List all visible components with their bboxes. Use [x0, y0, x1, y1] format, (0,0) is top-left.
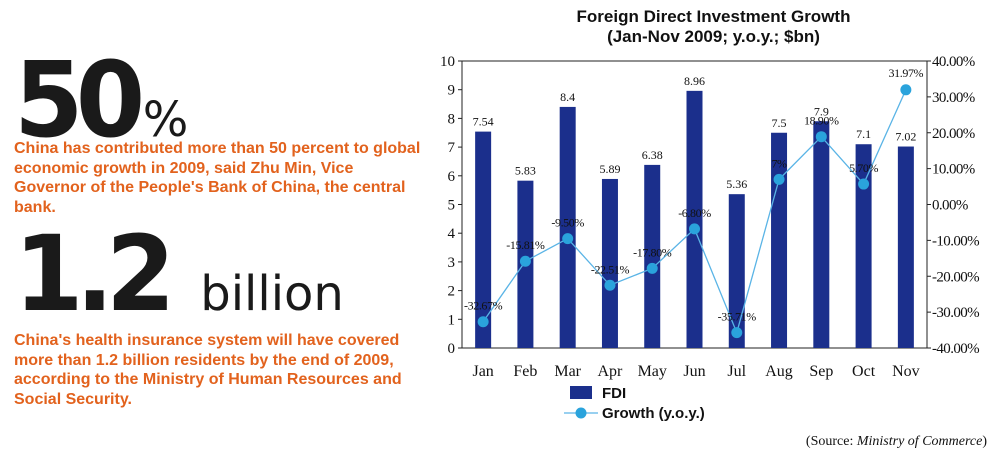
left-tick-label: 8 — [448, 111, 456, 127]
stat-billion: 1.2 billion — [14, 222, 344, 326]
fdi-bar-label: 7.54 — [473, 115, 494, 129]
growth-label: 7% — [771, 156, 787, 170]
legend-growth-marker — [575, 407, 587, 419]
fdi-bar-label: 7.02 — [895, 130, 916, 144]
growth-point — [562, 233, 574, 245]
x-tick-label: Aug — [765, 363, 793, 380]
right-tick-label: -10.00% — [932, 233, 979, 249]
fdi-bar — [475, 131, 492, 348]
growth-point — [689, 223, 700, 235]
stat-percent-number: 50 — [14, 39, 145, 161]
growth-point — [731, 327, 743, 339]
growth-point — [604, 279, 616, 291]
left-tick-label: 7 — [448, 140, 456, 156]
x-tick-label: Jan — [472, 363, 493, 380]
fdi-bar-label: 7.1 — [856, 127, 871, 141]
growth-point — [773, 173, 785, 185]
growth-point — [900, 84, 912, 96]
growth-label: 18.90% — [804, 114, 839, 128]
chart-title-block: Foreign Direct Investment Growth (Jan-No… — [430, 7, 997, 47]
left-tick-label: 6 — [448, 169, 456, 185]
source-prefix: (Source: — [805, 434, 857, 449]
x-tick-label: Apr — [598, 363, 624, 380]
x-tick-label: May — [638, 363, 667, 380]
right-tick-label: -30.00% — [932, 305, 979, 321]
growth-point — [477, 316, 489, 328]
x-tick-label: Jun — [683, 363, 705, 380]
growth-label: 5.70% — [849, 161, 878, 175]
fdi-bar-label: 5.83 — [515, 164, 536, 178]
fdi-bar — [728, 194, 745, 348]
fdi-bar — [771, 132, 788, 348]
growth-point — [815, 131, 827, 143]
source-name: Ministry of Commerce — [856, 434, 983, 449]
x-tick-label: Jul — [727, 363, 746, 380]
fdi-bar-label: 5.89 — [599, 162, 620, 176]
right-tick-label: -40.00% — [932, 341, 979, 357]
growth-point — [646, 262, 658, 274]
fdi-bar — [855, 144, 872, 348]
stat-billion-unit: billion — [200, 266, 344, 322]
stat-percent-unit: % — [142, 92, 189, 148]
growth-label: -35.71% — [718, 310, 757, 324]
fdi-bar-label: 6.38 — [642, 148, 663, 162]
fdi-bar — [559, 106, 576, 348]
growth-label: -9.50% — [551, 216, 584, 230]
left-tick-label: 3 — [448, 255, 456, 271]
stat-billion-description: China's health insurance system will hav… — [14, 332, 402, 408]
x-tick-label: Oct — [852, 363, 876, 380]
fdi-bar-label: 8.96 — [684, 74, 705, 88]
growth-label: -17.80% — [633, 245, 672, 259]
fdi-bar — [686, 90, 703, 349]
right-tick-label: 40.00% — [932, 54, 975, 70]
left-tick-label: 4 — [448, 226, 456, 242]
stat-billion-number: 1.2 — [14, 213, 176, 335]
fdi-bar-label: 5.36 — [726, 177, 747, 191]
fdi-bar-label: 8.4 — [560, 90, 575, 104]
fdi-bar — [813, 121, 830, 349]
fdi-bar-label: 7.9 — [814, 104, 829, 118]
right-tick-label: 30.00% — [932, 90, 975, 106]
left-tick-label: 5 — [448, 198, 456, 214]
fdi-bar — [897, 146, 914, 348]
x-tick-label: Feb — [513, 363, 537, 380]
left-tick-label: 0 — [448, 341, 456, 357]
growth-label: 31.97% — [889, 66, 924, 80]
legend-fdi-swatch — [570, 386, 592, 399]
chart-title: Foreign Direct Investment Growth — [576, 7, 851, 26]
growth-label: -15.81% — [506, 238, 545, 252]
x-tick-label: Nov — [892, 363, 920, 380]
fdi-bar — [601, 178, 618, 348]
chart-panel: Foreign Direct Investment Growth (Jan-No… — [430, 0, 997, 460]
stats-panel: 50% China has contributed more than 50 p… — [0, 0, 430, 460]
growth-point — [519, 255, 531, 267]
stat-percent: 50% — [14, 48, 188, 152]
fdi-chart: 0 1 2 3 4 5 6 7 8 9 10 -40.00% -30.00% -20.00% -10.00%… — [440, 54, 980, 422]
legend-growth-label: Growth (y.o.y.) — [602, 405, 705, 422]
growth-label: -22.51% — [591, 262, 630, 276]
stat-percent-description: China has contributed more than 50 perce… — [14, 140, 421, 216]
source-suffix: ) — [982, 434, 987, 449]
right-tick-label: 10.00% — [932, 162, 975, 178]
chart-subtitle: (Jan-Nov 2009; y.o.y.; $bn) — [607, 27, 820, 46]
x-tick-label: Sep — [809, 363, 833, 380]
right-tick-label: -20.00% — [932, 269, 979, 285]
right-tick-label: 20.00% — [932, 126, 975, 142]
growth-point — [858, 178, 870, 190]
source-note: (Source: Ministry of Commerce) — [806, 434, 987, 450]
left-tick-label: 10 — [440, 54, 455, 70]
growth-label: -32.67% — [464, 299, 503, 313]
left-tick-label: 2 — [448, 284, 456, 300]
growth-label: -6.80% — [678, 206, 711, 220]
left-tick-label: 1 — [448, 312, 456, 328]
fdi-bar-label: 7.5 — [772, 116, 787, 130]
x-tick-label: Mar — [554, 363, 581, 380]
left-tick-label: 9 — [448, 83, 456, 99]
fdi-bar — [644, 164, 661, 348]
legend-fdi-label: FDI — [602, 385, 626, 402]
right-tick-label: 0.00% — [932, 198, 968, 214]
